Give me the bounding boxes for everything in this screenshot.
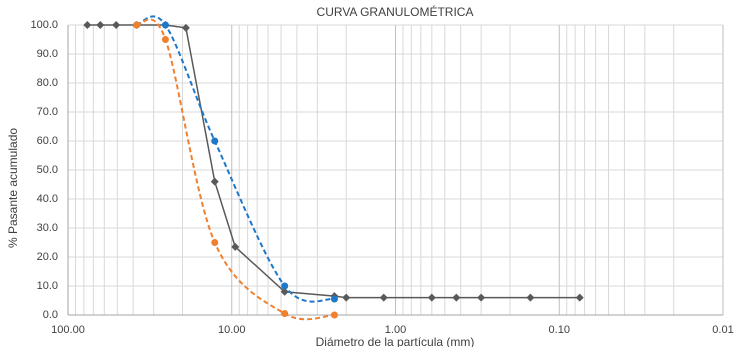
x-tick-label: 1.00: [385, 324, 406, 336]
data-point: [112, 21, 121, 29]
series-line: [136, 18, 335, 321]
data-point: [96, 21, 105, 29]
data-point: [211, 239, 219, 246]
y-tick-label: 50.0: [37, 164, 58, 176]
data-point: [575, 293, 584, 302]
x-tick-label: 10.00: [218, 324, 246, 336]
data-point: [280, 287, 289, 296]
data-point: [330, 311, 338, 319]
chart-title: CURVA GRANULOMÉTRICA: [317, 4, 474, 19]
data-point: [83, 21, 92, 29]
data-point: [427, 293, 436, 302]
y-tick-label: 90.0: [37, 48, 58, 60]
x-tick-label: 100.00: [51, 324, 85, 336]
data-point: [330, 295, 338, 303]
data-point: [342, 293, 351, 302]
x-tick-label: 0.10: [549, 324, 570, 336]
x-tick-label: 0.01: [712, 324, 733, 336]
y-tick-label: 60.0: [37, 135, 58, 147]
data-point: [181, 23, 190, 32]
data-point: [161, 36, 169, 43]
y-tick-label: 20.0: [37, 251, 58, 263]
data-point: [477, 293, 486, 302]
y-tick-label: 100.0: [30, 19, 58, 31]
data-point: [526, 293, 535, 302]
y-tick-label: 80.0: [37, 77, 58, 89]
y-tick-label: 70.0: [37, 106, 58, 118]
y-tick-label: 30.0: [37, 222, 58, 234]
data-point: [161, 21, 169, 29]
x-axis-label: Diámetro de la partícula (mm): [316, 335, 475, 347]
data-point: [211, 137, 219, 145]
data-point: [281, 310, 289, 318]
data-point: [210, 177, 219, 186]
y-tick-label: 40.0: [37, 193, 58, 205]
data-point: [281, 282, 289, 290]
data-point: [133, 21, 141, 29]
data-point: [231, 242, 240, 251]
data-point: [379, 293, 388, 302]
y-tick-label: 0.0: [43, 309, 58, 321]
data-point: [452, 293, 461, 302]
y-axis-label: % Pasante acumulado: [6, 128, 20, 248]
y-tick-label: 10.0: [37, 280, 58, 292]
